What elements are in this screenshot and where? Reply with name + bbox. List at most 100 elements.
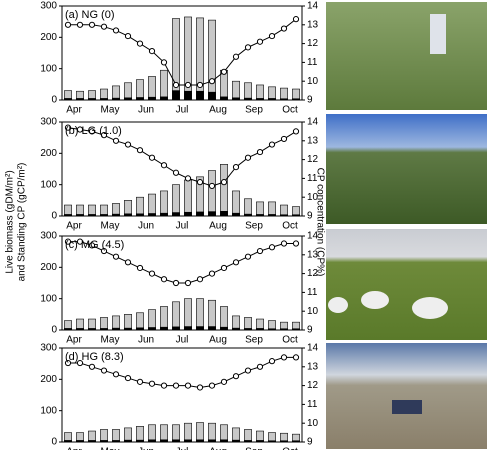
cp-bar (124, 439, 132, 443)
plot-frame (61, 121, 303, 217)
biomass-bar (232, 80, 240, 101)
cp-point (196, 276, 204, 283)
cp-bar (136, 439, 144, 443)
y-tick-label: 0 (51, 325, 57, 336)
cp-point (124, 141, 132, 148)
cp-bar (268, 440, 276, 443)
cp-point (232, 259, 240, 266)
cp-bar (76, 98, 84, 101)
cp-point (76, 359, 84, 367)
y2-tick-label: 9 (307, 437, 313, 448)
biomass-bar (172, 301, 180, 331)
cp-bar (148, 213, 156, 217)
sheep (361, 291, 389, 309)
cp-bar (88, 328, 96, 331)
cp-point (256, 363, 264, 370)
y-label: Live biomass (gDM/m²) (5, 170, 16, 273)
biomass-bar (172, 184, 180, 217)
cp-point (112, 371, 120, 378)
cp-bar (268, 214, 276, 217)
photo (326, 229, 487, 340)
sheep (412, 297, 448, 319)
cp-bar (244, 97, 252, 101)
y2-tick-label: 11 (307, 57, 318, 68)
biomass-bar (148, 424, 156, 443)
cp-bar (268, 328, 276, 331)
x-tick-label: Oct (282, 335, 298, 346)
x-tick-label: Apr (66, 221, 82, 232)
x-tick-label: Apr (66, 335, 82, 346)
x-tick-label: May (101, 105, 120, 116)
cp-bar (292, 440, 300, 443)
cp-point (76, 238, 84, 245)
cp-bar (232, 212, 240, 217)
cp-bar (196, 211, 204, 217)
biomass-bar (184, 298, 192, 331)
biomass-bar (220, 306, 228, 331)
x-tick-label: Jul (176, 221, 189, 232)
cp-bar (100, 214, 108, 217)
cp-point (88, 363, 96, 370)
biomass-bar (196, 298, 204, 331)
y-tick-label: 100 (40, 293, 57, 304)
cp-bar (160, 212, 168, 217)
cp-point (100, 132, 108, 139)
y2-tick-label: 9 (307, 211, 313, 222)
cp-point (196, 384, 204, 391)
biomass-bar (136, 312, 144, 331)
biomass-bar (268, 201, 276, 217)
x-tick-label: Sep (245, 221, 263, 232)
cp-point (184, 81, 192, 89)
y2-tick-label: 10 (307, 418, 319, 429)
cp-point (136, 147, 144, 154)
y-tick-label: 300 (40, 231, 57, 242)
biomass-bar (136, 196, 144, 217)
person (430, 14, 446, 54)
biomass-bar (184, 422, 192, 443)
cp-point (208, 78, 216, 85)
cp-bar (220, 211, 228, 217)
y-label: and Standing CP (gCP/m²) (17, 163, 28, 282)
cp-point (184, 279, 192, 287)
cp-point (208, 382, 216, 389)
cp-bar (100, 98, 108, 101)
biomass-bar (208, 299, 216, 331)
cp-bar (124, 97, 132, 101)
biomass-bar (184, 179, 192, 217)
y2-tick-label: 13 (307, 249, 319, 260)
biomass-bar (196, 422, 204, 443)
cp-point (256, 247, 264, 255)
y2-tick-label: 10 (307, 306, 319, 317)
biomass-bar (244, 317, 252, 331)
biomass-bar (268, 86, 276, 101)
cp-bar (148, 327, 156, 331)
biomass-bar (160, 306, 168, 331)
cp-point (172, 169, 180, 176)
cp-bar (64, 214, 72, 217)
cp-bar (232, 439, 240, 443)
cp-bar (256, 328, 264, 331)
cp-bar (112, 97, 120, 101)
cp-point (148, 270, 156, 277)
biomass-bar (244, 429, 252, 443)
cp-bar (136, 213, 144, 217)
cp-bar (112, 327, 120, 331)
biomass-bar (112, 429, 120, 443)
plot-frame (61, 347, 303, 443)
cp-point (292, 16, 300, 23)
cp-bar (112, 440, 120, 443)
biomass-bar (244, 198, 252, 217)
cp-point (292, 240, 300, 247)
cp-point (64, 124, 72, 131)
x-tick-label: Oct (282, 105, 298, 116)
cp-point (160, 59, 168, 66)
y-tick-label: 200 (40, 148, 57, 159)
y2-tick-label: 14 (307, 1, 319, 12)
y2-tick-label: 14 (307, 343, 319, 354)
biomass-bar (280, 87, 288, 101)
cp-bar (184, 326, 192, 331)
cp-bar (196, 90, 204, 101)
photo (326, 2, 487, 110)
cp-bar (184, 211, 192, 217)
cp-point (112, 253, 120, 260)
